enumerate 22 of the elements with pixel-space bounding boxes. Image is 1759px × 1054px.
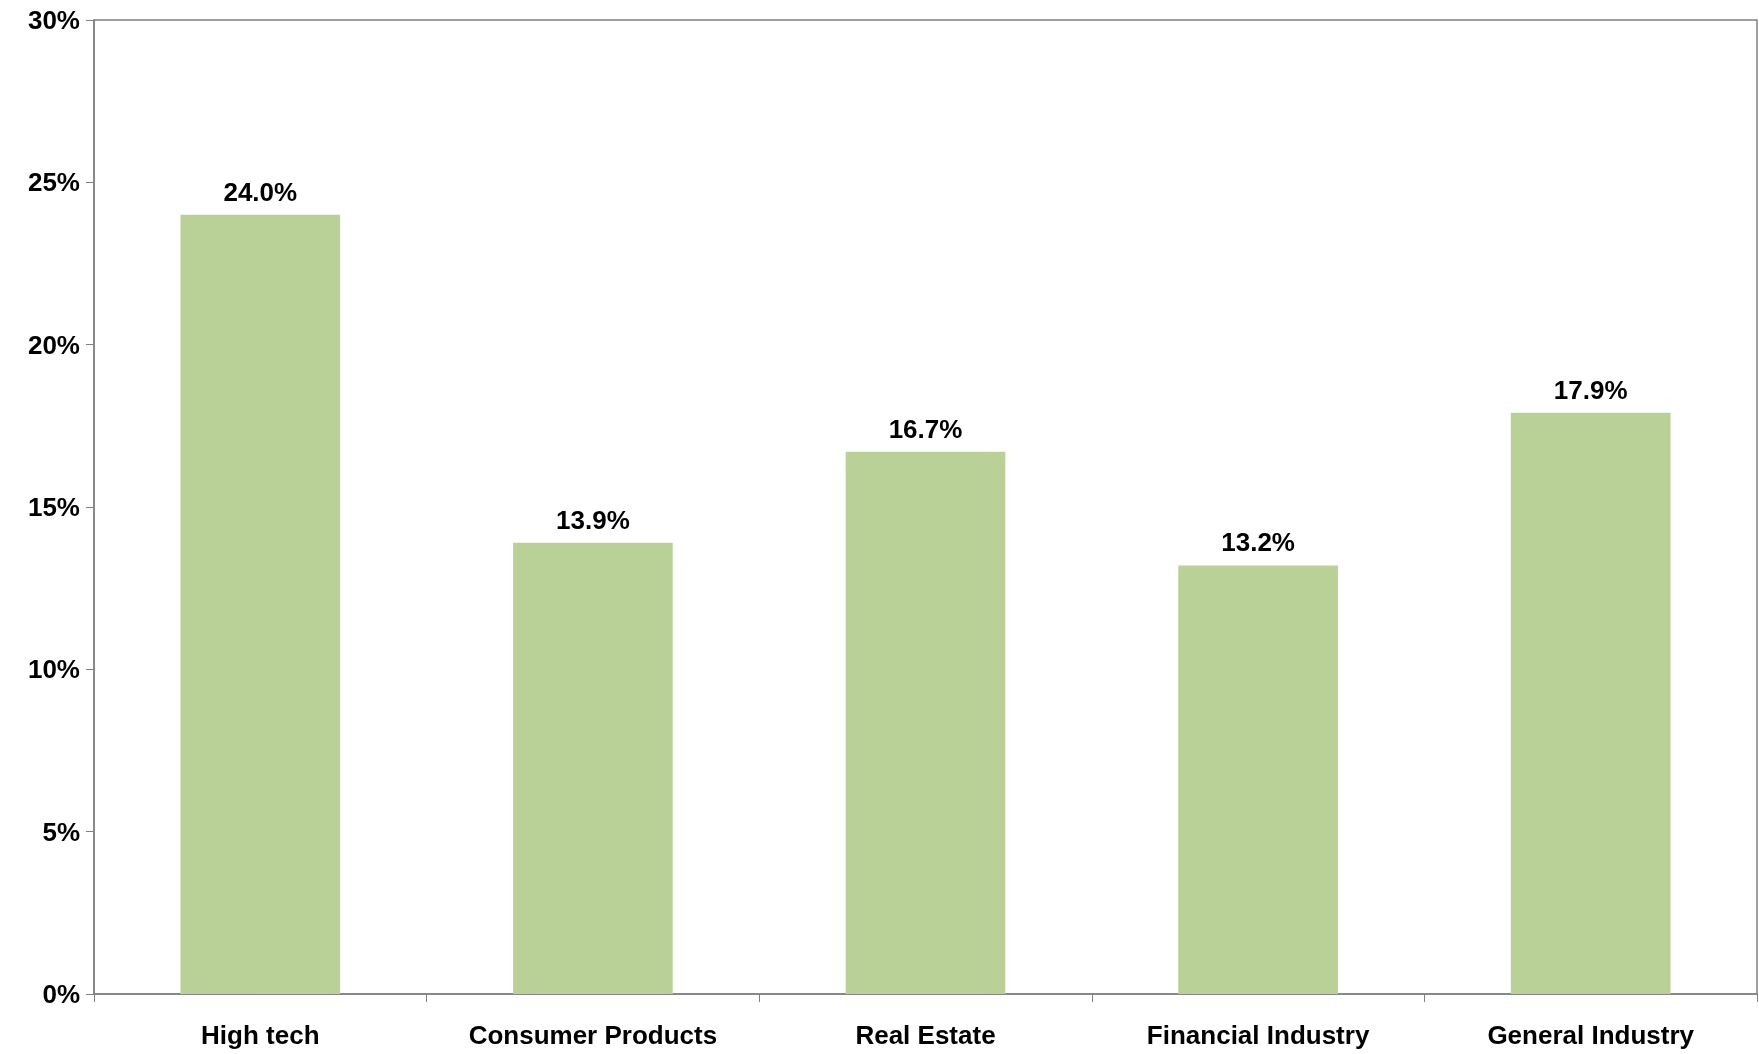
y-tick-label: 15% xyxy=(27,492,80,522)
x-tick-label: Real Estate xyxy=(855,1020,996,1050)
data-label: 13.2% xyxy=(1221,527,1295,558)
y-tick-label: 10% xyxy=(27,654,80,685)
bar xyxy=(1178,565,1338,994)
x-tick-label: General Industry xyxy=(1487,1020,1695,1050)
x-tick-label: High tech xyxy=(201,1020,320,1050)
y-tick-label: 5% xyxy=(42,816,80,847)
bar xyxy=(180,214,341,994)
y-tick-label: 0% xyxy=(42,979,80,1009)
bar xyxy=(845,451,1006,994)
bar xyxy=(513,542,673,994)
bar xyxy=(1510,412,1671,994)
x-tick-label: Consumer Products xyxy=(468,1020,718,1050)
data-label: 24.0% xyxy=(223,176,298,207)
x-tick-label: Financial Industry xyxy=(1146,1020,1370,1050)
y-tick-label: 25% xyxy=(27,167,80,198)
data-label: 16.7% xyxy=(888,413,963,444)
data-label: 13.9% xyxy=(556,504,630,535)
y-tick-label: 30% xyxy=(27,5,80,35)
data-label: 17.9% xyxy=(1553,374,1628,405)
y-tick-label: 20% xyxy=(27,329,80,360)
